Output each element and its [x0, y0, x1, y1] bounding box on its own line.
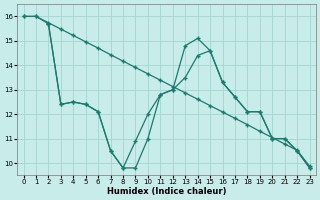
X-axis label: Humidex (Indice chaleur): Humidex (Indice chaleur): [107, 187, 226, 196]
